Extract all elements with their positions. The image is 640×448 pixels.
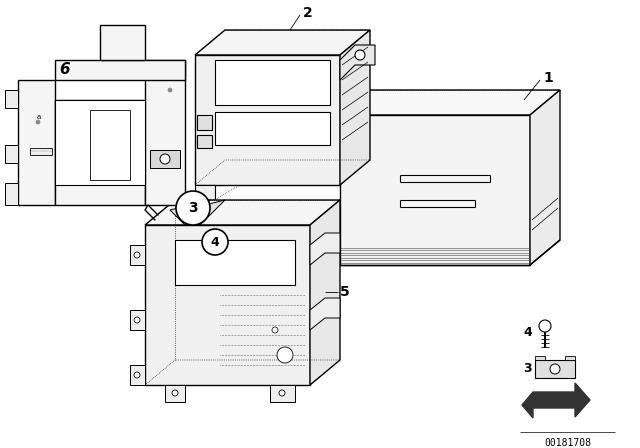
Polygon shape — [197, 135, 212, 148]
Polygon shape — [30, 148, 52, 155]
Circle shape — [36, 120, 40, 124]
Polygon shape — [175, 240, 295, 285]
Polygon shape — [130, 365, 145, 385]
Text: 5: 5 — [340, 285, 349, 299]
Text: 3: 3 — [524, 362, 532, 375]
Polygon shape — [310, 200, 340, 385]
Circle shape — [550, 364, 560, 374]
Polygon shape — [522, 383, 590, 418]
Text: 6: 6 — [60, 63, 70, 78]
Text: a: a — [37, 114, 41, 120]
Polygon shape — [130, 245, 145, 265]
Polygon shape — [530, 90, 560, 265]
Polygon shape — [145, 200, 340, 225]
Circle shape — [134, 317, 140, 323]
Polygon shape — [145, 60, 185, 205]
Polygon shape — [18, 80, 55, 205]
Circle shape — [176, 191, 210, 225]
Polygon shape — [150, 150, 180, 168]
Circle shape — [160, 154, 170, 164]
Text: 1: 1 — [543, 71, 553, 85]
Polygon shape — [195, 55, 340, 185]
Polygon shape — [197, 115, 212, 130]
Polygon shape — [310, 298, 340, 330]
Polygon shape — [5, 145, 18, 163]
Polygon shape — [55, 60, 185, 80]
Circle shape — [202, 229, 228, 255]
Polygon shape — [340, 90, 560, 115]
Polygon shape — [145, 225, 310, 385]
Circle shape — [168, 88, 172, 92]
Circle shape — [272, 327, 278, 333]
Text: 2: 2 — [303, 6, 313, 20]
Circle shape — [539, 320, 551, 332]
Polygon shape — [185, 200, 225, 225]
Polygon shape — [340, 45, 375, 80]
Circle shape — [134, 252, 140, 258]
Polygon shape — [55, 100, 145, 185]
Polygon shape — [270, 385, 295, 402]
Text: 4: 4 — [524, 327, 532, 340]
Polygon shape — [90, 110, 130, 180]
Polygon shape — [215, 60, 330, 105]
Polygon shape — [565, 356, 575, 360]
Circle shape — [172, 390, 178, 396]
Polygon shape — [170, 200, 210, 225]
Text: 4: 4 — [211, 236, 220, 249]
Polygon shape — [215, 112, 330, 145]
Polygon shape — [165, 385, 185, 402]
Polygon shape — [310, 233, 340, 265]
Polygon shape — [340, 115, 530, 265]
Polygon shape — [535, 356, 545, 360]
Text: 00181708: 00181708 — [545, 438, 591, 448]
Polygon shape — [5, 90, 18, 108]
Polygon shape — [55, 100, 145, 205]
Text: 3: 3 — [188, 201, 198, 215]
Polygon shape — [535, 360, 575, 378]
Polygon shape — [195, 30, 370, 55]
Polygon shape — [100, 25, 145, 60]
Circle shape — [355, 50, 365, 60]
Polygon shape — [340, 30, 370, 185]
Circle shape — [279, 390, 285, 396]
Circle shape — [277, 347, 293, 363]
Polygon shape — [130, 310, 145, 330]
Polygon shape — [195, 185, 215, 200]
Polygon shape — [5, 183, 18, 205]
Circle shape — [134, 372, 140, 378]
